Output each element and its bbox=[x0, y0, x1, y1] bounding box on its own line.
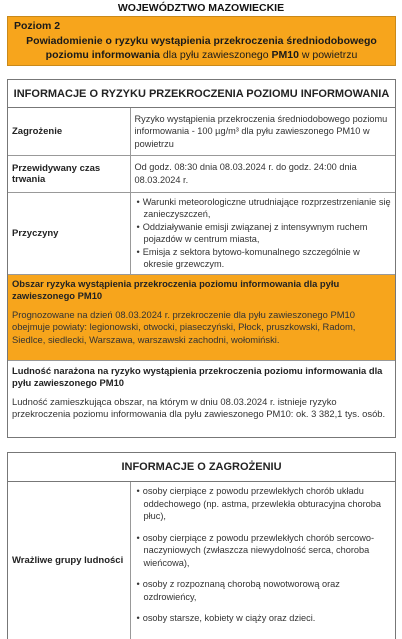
causes-list: Warunki meteorologiczne utrudniające roz… bbox=[135, 196, 392, 271]
vulnerable-value: osoby cierpiące z powodu przewlekłych ch… bbox=[130, 482, 395, 639]
alert-level: Poziom 2 bbox=[14, 20, 61, 32]
risk-section: INFORMACJE O RYZYKU PRZEKROCZENIA POZIOM… bbox=[7, 79, 396, 438]
risk-section-title: INFORMACJE O RYZYKU PRZEKROCZENIA POZIOM… bbox=[8, 80, 395, 108]
duration-label: Przewidywany czas trwania bbox=[8, 155, 131, 193]
threat-label: Zagrożenie bbox=[8, 108, 131, 156]
causes-value: Warunki meteorologiczne utrudniające roz… bbox=[130, 192, 395, 275]
list-item: osoby z rozpoznaną chorobą nowotworową o… bbox=[135, 578, 392, 603]
alert-banner: Poziom 2 Powiadomienie o ryzyku wystąpie… bbox=[7, 16, 396, 66]
risk-area-body: Prognozowane na dzień 08.03.2024 r. prze… bbox=[12, 308, 356, 345]
region-title: WOJEWÓDZTWO MAZOWIECKIE bbox=[117, 2, 285, 14]
population-body: Ludność zamieszkująca obszar, na którym … bbox=[12, 395, 386, 420]
threat-value: Ryzyko wystąpienia przekroczenia średnio… bbox=[130, 108, 395, 156]
table-row: Wrażliwe grupy ludności osoby cierpiące … bbox=[8, 482, 395, 639]
vulnerable-label: Wrażliwe grupy ludności bbox=[8, 482, 131, 639]
threat-section-title: INFORMACJE O ZAGROŻENIU bbox=[8, 453, 395, 482]
table-row: Zagrożenie Ryzyko wystąpienia przekrocze… bbox=[8, 108, 395, 156]
alert-message: Powiadomienie o ryzyku wystąpienia przek… bbox=[14, 34, 389, 62]
duration-value: Od godz. 08:30 dnia 08.03.2024 r. do god… bbox=[130, 155, 395, 193]
table-row: Przyczyny Warunki meteorologiczne utrudn… bbox=[8, 192, 395, 275]
population-box: Ludność narażona na ryzyko wystąpienia p… bbox=[8, 361, 395, 425]
table-row: Przewidywany czas trwania Od godz. 08:30… bbox=[8, 155, 395, 193]
list-item: osoby starsze, kobiety w ciąży oraz dzie… bbox=[135, 612, 392, 625]
risk-area-title: Obszar ryzyka wystąpienia przekroczenia … bbox=[12, 277, 340, 302]
list-item: Warunki meteorologiczne utrudniające roz… bbox=[135, 196, 392, 221]
causes-label: Przyczyny bbox=[8, 192, 131, 275]
alert-message-part-3: PM10 bbox=[271, 49, 299, 61]
vulnerable-table: Wrażliwe grupy ludności osoby cierpiące … bbox=[8, 482, 395, 639]
alert-message-part-2: dla pyłu zawieszonego bbox=[160, 49, 272, 61]
list-item: Emisja z sektora bytowo-komunalnego szcz… bbox=[135, 246, 392, 271]
population-title: Ludność narażona na ryzyko wystąpienia p… bbox=[12, 364, 383, 389]
list-item: Oddziaływanie emisji związanej z intensy… bbox=[135, 221, 392, 246]
alert-message-part-4: w powietrzu bbox=[298, 49, 358, 61]
risk-table: Zagrożenie Ryzyko wystąpienia przekrocze… bbox=[8, 108, 395, 275]
risk-area-box: Obszar ryzyka wystąpienia przekroczenia … bbox=[8, 274, 395, 361]
list-item: osoby cierpiące z powodu przewlekłych ch… bbox=[135, 532, 392, 570]
alert-message-part-1: Powiadomienie o ryzyku wystąpienia przek… bbox=[26, 35, 377, 61]
vulnerable-list: osoby cierpiące z powodu przewlekłych ch… bbox=[135, 485, 392, 625]
threat-section: INFORMACJE O ZAGROŻENIU Wrażliwe grupy l… bbox=[7, 452, 396, 639]
list-item: osoby cierpiące z powodu przewlekłych ch… bbox=[135, 485, 392, 523]
